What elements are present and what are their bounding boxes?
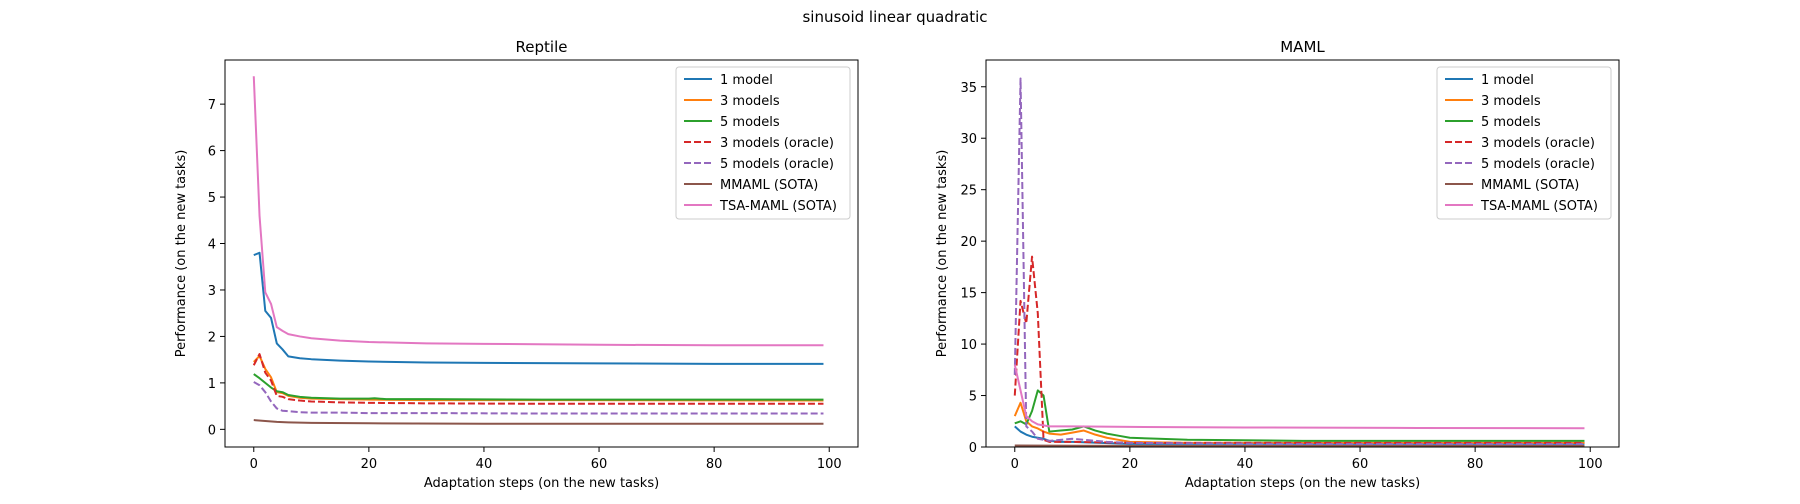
maml-ytick-label-25: 25 [960,184,977,199]
reptile-ytick-label-5: 5 [208,191,216,206]
reptile-ytick-label-2: 2 [208,330,216,345]
reptile-series-mmaml-sota [253,419,824,425]
maml-series-5-models-oracle [1013,77,1585,445]
maml-ytick-label-0: 0 [969,441,977,456]
reptile-series-5-models-oracle [253,381,824,415]
reptile-legend: 1 model 3 models 5 models 3 models (oracle)… [675,66,851,220]
reptile-legend-label-5-models: 5 models [720,115,780,130]
maml-legend-label-5-models: 5 models [1481,115,1541,130]
maml-ytick-label-20: 20 [960,235,977,250]
maml-axes-frame [985,59,1620,448]
reptile-xtick-label-100: 100 [817,457,842,472]
reptile-series-group [252,76,824,425]
reptile-series-5-models [253,373,824,401]
reptile-ytick-label-3: 3 [208,284,216,299]
reptile-xtick-label-80: 80 [706,457,723,472]
maml-ytick-label-10: 10 [960,338,977,353]
reptile-xlabel: Adaptation steps (on the new tasks) [424,476,659,491]
figure-suptitle: sinusoid linear quadratic [802,8,987,26]
maml-xtick-label-60: 60 [1352,457,1369,472]
reptile-xtick-label-40: 40 [476,457,493,472]
reptile-legend-box [675,66,851,220]
maml-panel: MAML 0 20 40 60 80 100 0 5 10 15 20 25 30 35 Adaptation… [935,38,1620,491]
maml-series-3-models [1013,401,1585,444]
reptile-series-1-model [253,251,824,365]
reptile-legend-label-mmaml-sota: MMAML (SOTA) [720,178,818,193]
maml-xtick-label-0: 0 [1011,457,1019,472]
reptile-legend-label-1-model: 1 model [720,73,773,88]
maml-ytick-label-30: 30 [960,132,977,147]
reptile-xtick-label-0: 0 [250,457,258,472]
maml-legend-label-3-models-oracle: 3 models (oracle) [1481,136,1595,151]
maml-series-mmaml-sota [1014,444,1585,447]
reptile-xtick-label-60: 60 [591,457,608,472]
maml-legend-label-tsa-maml-sota: TSA-MAML (SOTA) [1480,199,1598,214]
reptile-title: Reptile [516,38,568,56]
maml-xtick-label-80: 80 [1467,457,1484,472]
maml-ylabel: Performance (on the new tasks) [935,150,950,358]
reptile-panel: Reptile 0 20 40 60 80 100 0 1 2 3 4 5 6 7 Adaptation st… [174,38,859,491]
maml-xtick-label-100: 100 [1578,457,1603,472]
reptile-xtick-label-20: 20 [361,457,378,472]
maml-series-3-models-oracle [1013,255,1585,444]
reptile-ytick-label-6: 6 [208,145,216,160]
reptile-legend-label-tsa-maml-sota: TSA-MAML (SOTA) [719,199,837,214]
maml-series-group [1013,77,1585,447]
reptile-legend-label-3-models-oracle: 3 models (oracle) [720,136,834,151]
maml-xtick-label-20: 20 [1122,457,1139,472]
maml-ytick-label-35: 35 [960,81,977,96]
reptile-ytick-label-4: 4 [208,238,216,253]
reptile-axes-frame [224,59,859,448]
maml-xtick-label-40: 40 [1237,457,1254,472]
reptile-ytick-label-7: 7 [208,98,216,113]
reptile-ytick-label-0: 0 [208,423,216,438]
reptile-series-tsa-maml-sota [252,76,824,347]
maml-series-5-models [1014,389,1585,442]
maml-legend-label-3-models: 3 models [1481,94,1541,109]
maml-xlabel: Adaptation steps (on the new tasks) [1185,476,1420,491]
maml-legend: 1 model 3 models 5 models 3 models (oracle)… [1436,66,1612,220]
maml-title: MAML [1280,38,1325,56]
reptile-ylabel: Performance (on the new tasks) [174,150,189,358]
maml-legend-box [1436,66,1612,220]
maml-legend-label-mmaml-sota: MMAML (SOTA) [1481,178,1579,193]
maml-series-tsa-maml-sota [1013,364,1585,430]
maml-legend-label-5-models-oracle: 5 models (oracle) [1481,157,1595,172]
reptile-ytick-label-1: 1 [208,377,216,392]
maml-ytick-label-5: 5 [969,390,977,405]
reptile-legend-label-5-models-oracle: 5 models (oracle) [720,157,834,172]
reptile-legend-label-3-models: 3 models [720,94,780,109]
maml-legend-label-1-model: 1 model [1481,73,1534,88]
maml-ytick-label-15: 15 [960,287,977,302]
reptile-series-3-models-oracle [252,353,824,405]
